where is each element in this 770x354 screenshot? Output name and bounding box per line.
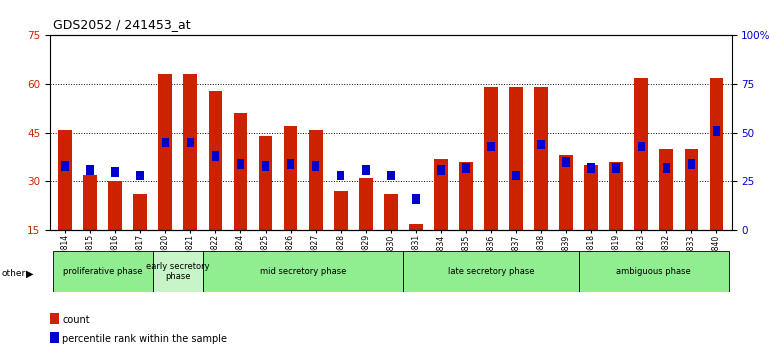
Text: ▶: ▶ [26, 268, 34, 278]
Bar [359, 178, 373, 230]
Bar [186, 138, 194, 147]
Bar [713, 126, 720, 136]
Bar [209, 91, 223, 230]
Bar [403, 251, 579, 292]
Bar [609, 162, 623, 230]
Bar [688, 159, 695, 169]
Bar [109, 181, 122, 230]
Bar [662, 163, 670, 173]
Bar [534, 87, 548, 230]
Text: GDS2052 / 241453_at: GDS2052 / 241453_at [52, 18, 190, 30]
Bar [509, 87, 523, 230]
Text: late secretory phase: late secretory phase [447, 267, 534, 276]
Bar [259, 136, 273, 230]
Bar [203, 251, 403, 292]
Bar [584, 165, 598, 230]
Bar [236, 159, 244, 169]
Bar [559, 155, 573, 230]
Bar [152, 251, 203, 292]
Text: count: count [62, 315, 90, 325]
Bar [62, 161, 69, 171]
Bar [409, 224, 423, 230]
Text: early secretory
phase: early secretory phase [146, 262, 209, 281]
Bar [459, 162, 473, 230]
Bar [659, 149, 673, 230]
Bar [384, 194, 397, 230]
Bar [412, 194, 420, 204]
Bar [183, 74, 197, 230]
Bar [434, 159, 448, 230]
Bar [537, 139, 545, 149]
Bar [333, 191, 347, 230]
Bar [484, 87, 498, 230]
Bar [337, 171, 344, 181]
Bar [309, 130, 323, 230]
Bar [133, 194, 147, 230]
Bar [283, 126, 297, 230]
Bar [50, 332, 59, 343]
Bar [588, 163, 595, 173]
Bar [487, 142, 495, 151]
Bar [612, 163, 620, 173]
Bar [212, 151, 219, 161]
Text: other: other [2, 269, 25, 278]
Bar [52, 251, 152, 292]
Bar [634, 78, 648, 230]
Bar [462, 163, 470, 173]
Text: ambiguous phase: ambiguous phase [617, 267, 691, 276]
Bar [136, 171, 144, 181]
Bar [562, 157, 570, 167]
Bar [362, 165, 370, 175]
Bar [262, 161, 270, 171]
Bar [685, 149, 698, 230]
Text: percentile rank within the sample: percentile rank within the sample [62, 334, 227, 344]
Bar [162, 138, 169, 147]
Bar [112, 167, 119, 177]
Bar [159, 74, 172, 230]
Text: mid secretory phase: mid secretory phase [260, 267, 346, 276]
Bar [437, 165, 444, 175]
Text: proliferative phase: proliferative phase [63, 267, 142, 276]
Bar [638, 142, 645, 151]
Bar [579, 251, 729, 292]
Bar [387, 171, 394, 181]
Bar [312, 161, 320, 171]
Bar [710, 78, 723, 230]
Bar [59, 130, 72, 230]
Bar [512, 171, 520, 181]
Bar [86, 165, 94, 175]
Bar [50, 313, 59, 324]
Bar [83, 175, 97, 230]
Bar [286, 159, 294, 169]
Bar [233, 113, 247, 230]
